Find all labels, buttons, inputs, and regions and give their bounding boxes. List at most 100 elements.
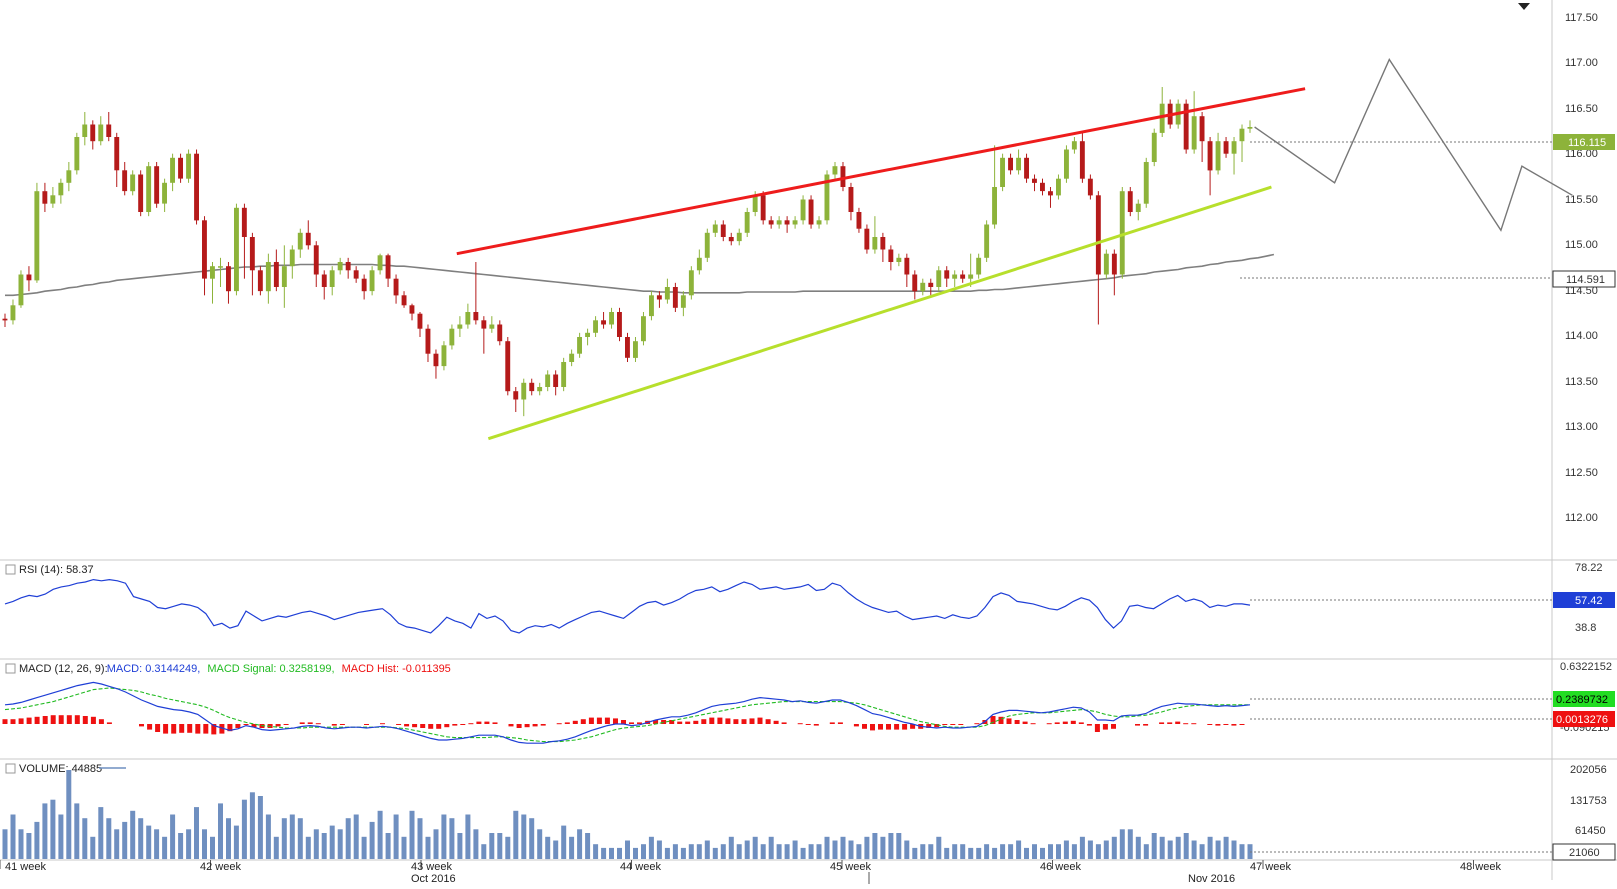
macd-histogram-bar [155, 724, 161, 732]
macd-histogram-bar [516, 724, 522, 728]
price-tick: 116.50 [1565, 103, 1598, 115]
candle-body [1064, 149, 1069, 179]
macd-histogram-bar [26, 717, 32, 724]
candle-body [257, 270, 263, 292]
candle-body [1056, 178, 1061, 196]
candle-body [569, 353, 575, 362]
rsi-label: RSI (14): 58.37 [19, 564, 94, 576]
macd-histogram-bar [998, 716, 1004, 724]
volume-bar [26, 833, 32, 859]
forecast-projection-line[interactable] [1254, 58, 1573, 232]
candle-body [1183, 103, 1189, 150]
volume-bar [393, 814, 399, 859]
volume-label: VOLUME: 44885 [19, 763, 102, 775]
rsi-line [4, 578, 1251, 634]
menu-arrow-icon[interactable] [1518, 3, 1530, 10]
macd-histogram-bar [1231, 724, 1237, 726]
volume-bar [1024, 847, 1029, 859]
price-tick: 114.50 [1565, 285, 1598, 297]
macd-histogram-bar [1014, 720, 1020, 724]
macd-histogram-bar [436, 724, 442, 729]
volume-bar [1103, 840, 1109, 859]
macd-histogram-bar [476, 721, 482, 724]
ma-value-badge [1552, 270, 1616, 288]
macd-histogram-bar [621, 720, 626, 724]
candle-body [680, 295, 686, 308]
candle-body [1215, 141, 1221, 171]
volume-bar [98, 807, 104, 859]
macd-histogram-bar [853, 724, 859, 727]
macd-legend-prefix: MACD (12, 26, 9): [19, 663, 108, 675]
support-trendline[interactable] [487, 185, 1272, 441]
volume-bar [808, 844, 814, 859]
volume-bar [960, 844, 966, 859]
macd-histogram-bar [412, 724, 418, 728]
candle-body [848, 187, 854, 212]
candle-body [696, 257, 702, 271]
volume-bar [569, 836, 575, 860]
candle-body [1103, 253, 1109, 275]
candle-body [449, 328, 455, 346]
volume-bar [1191, 840, 1197, 859]
macd-histogram-bar [1006, 718, 1012, 724]
volume-bar [928, 844, 934, 859]
macd-histogram-bar [275, 724, 281, 727]
candle-body [433, 353, 439, 367]
macd-histogram-bar [1030, 723, 1036, 725]
volume-bar [537, 829, 543, 859]
volume-bar [641, 844, 646, 859]
candle-body [912, 274, 918, 292]
resistance-trendline[interactable] [456, 87, 1306, 256]
macd-histogram-bar [484, 721, 490, 724]
macd-histogram-bar [613, 718, 618, 724]
volume-bar [321, 833, 327, 859]
macd-histogram-bar [950, 724, 956, 725]
macd-histogram-bar [396, 724, 402, 725]
macd-histogram-bar [1191, 723, 1197, 725]
volume-bar [593, 844, 599, 859]
candle-body [984, 224, 990, 258]
candle-body [1159, 103, 1165, 133]
candle-body [1127, 191, 1133, 212]
candle-body [952, 274, 958, 279]
macd-histogram-bar [926, 724, 932, 728]
volume-bar [696, 844, 702, 859]
macd-histogram-bar [958, 724, 964, 725]
price-tick: 117.00 [1565, 57, 1598, 69]
last-price-badge [1553, 134, 1615, 150]
rsi-panel-toggle-icon[interactable] [5, 564, 16, 575]
volume-bar [401, 836, 407, 860]
volume-tick: 61450 [1575, 825, 1606, 837]
macd-histogram-bar [604, 717, 610, 724]
volume-bar [1127, 829, 1133, 859]
month-label: Nov 2016 [1188, 873, 1235, 884]
candle-body [728, 237, 734, 242]
macd-histogram-bar [203, 724, 209, 734]
volume-bar [265, 814, 271, 859]
volume-bar [1087, 840, 1093, 859]
candle-body [122, 170, 128, 192]
macd-last-label: 0.2389732 [1556, 694, 1608, 706]
candle-body [864, 228, 870, 250]
candle-body [74, 137, 80, 171]
macd-histogram-bar [564, 722, 570, 724]
macd-histogram-bar [653, 720, 659, 724]
candle-body [353, 270, 359, 279]
candle-body [226, 266, 231, 292]
candle-body [345, 262, 351, 271]
volume-bar [680, 847, 686, 859]
macd-panel-toggle-icon[interactable] [5, 663, 16, 674]
macd-histogram-bar [492, 722, 498, 724]
macd-histogram-bar [219, 724, 225, 734]
rsi-last-badge [1553, 592, 1615, 608]
volume-panel-toggle-icon[interactable] [5, 763, 16, 774]
candle-body [146, 166, 152, 212]
macd-histogram-bar [428, 724, 434, 729]
macd-histogram-bar [765, 719, 771, 724]
candle-body [337, 262, 343, 271]
candle-body [505, 341, 511, 392]
macd-histogram-bar [1135, 724, 1140, 726]
candle-body [641, 316, 646, 342]
